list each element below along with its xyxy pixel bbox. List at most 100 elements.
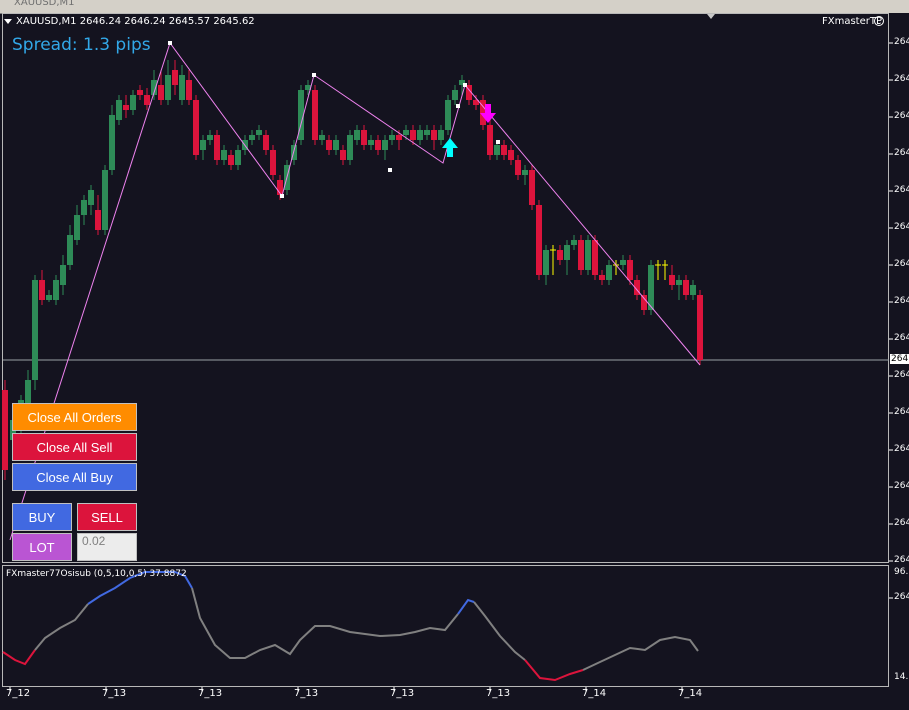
candle-body	[214, 135, 220, 160]
candle-body	[697, 295, 703, 360]
candle-body	[172, 70, 178, 85]
candle-body	[326, 140, 332, 150]
candle-body	[536, 205, 542, 275]
candle-body	[452, 90, 458, 100]
chart-shift-icon[interactable]	[707, 14, 715, 19]
time-tick-label: 7_13	[294, 688, 319, 699]
candle-body	[690, 285, 696, 295]
chart-menu-icon[interactable]	[4, 19, 12, 24]
candle-body	[459, 80, 465, 85]
candle-body	[473, 100, 479, 105]
price-tick-label: 264	[894, 74, 909, 84]
candle-body	[298, 90, 304, 140]
candle-body	[151, 80, 157, 95]
fractal-marker	[496, 140, 500, 144]
price-tick-label: 264	[894, 555, 909, 565]
candle-body	[445, 100, 451, 130]
indicator-line	[34, 603, 89, 651]
candle-body	[466, 85, 472, 100]
candle-body	[235, 150, 241, 165]
candle-body	[571, 240, 577, 245]
fractal-marker	[168, 41, 172, 45]
indicator-label: FXmaster77Osisub (0,5,10,0,5) 37.8872	[6, 569, 187, 579]
time-tick-label: 7_12	[6, 688, 31, 699]
fractal-marker	[456, 104, 460, 108]
price-tick-label: 264	[894, 148, 909, 158]
lot-input-value: 0.02	[82, 534, 106, 548]
time-axis[interactable]	[0, 687, 909, 710]
candle-body	[186, 80, 192, 100]
indicator-line	[473, 601, 526, 661]
candle-body	[137, 90, 143, 95]
lot-button[interactable]: LOT	[12, 533, 72, 561]
candle-body	[165, 75, 171, 100]
indicator-line	[191, 587, 459, 659]
candle-body	[494, 145, 500, 155]
candle-body	[340, 150, 346, 160]
candle-body	[263, 135, 269, 150]
price-tick-label: 264	[894, 111, 909, 121]
candle-body	[368, 140, 374, 145]
time-tick-label: 7_14	[678, 688, 703, 699]
candle-body	[543, 250, 549, 275]
indicator-line	[87, 571, 186, 605]
candle-body	[683, 280, 689, 295]
price-axis[interactable]	[889, 13, 909, 688]
candle-body	[32, 280, 38, 380]
candle-body	[515, 160, 521, 175]
candle-body	[417, 130, 423, 140]
price-tick-label: 264	[894, 333, 909, 343]
indicator-axis-bottom: 14.	[894, 672, 909, 682]
lot-input[interactable]: 0.02	[77, 533, 137, 561]
candle-body	[193, 100, 199, 155]
candle-body	[487, 125, 493, 155]
close-all-sell-button[interactable]: Close All Sell	[12, 433, 137, 461]
candle-body	[81, 200, 87, 215]
candle-body	[396, 135, 402, 140]
indicator-panel[interactable]	[2, 565, 889, 687]
candle-body	[620, 260, 626, 265]
price-tick-label: 264	[894, 518, 909, 528]
spread-label: Spread: 1.3 pips	[12, 35, 151, 55]
price-tick-label: 264	[894, 259, 909, 269]
candle-body	[333, 140, 339, 150]
sell-button[interactable]: SELL	[77, 503, 137, 531]
candle-body	[354, 130, 360, 140]
current-price-label: 264	[890, 354, 909, 364]
candle-body	[361, 130, 367, 145]
candle-body	[676, 280, 682, 285]
candle-body	[95, 210, 101, 230]
time-tick-label: 7_13	[198, 688, 223, 699]
candle-body	[256, 130, 262, 135]
indicator-line	[2, 649, 36, 666]
candle-body	[53, 280, 59, 300]
close-all-orders-button[interactable]: Close All Orders	[12, 403, 137, 431]
close-all-buy-button[interactable]: Close All Buy	[12, 463, 137, 491]
candle-body	[123, 105, 129, 110]
candle-body	[564, 245, 570, 260]
candle-body	[60, 265, 66, 285]
expert-smile-icon	[874, 16, 884, 26]
price-tick-label: 264	[894, 37, 909, 47]
candle-body	[25, 380, 31, 410]
price-tick-label: 264	[894, 592, 909, 602]
brand-label: FXmasterTP	[822, 16, 883, 27]
time-tick-label: 7_13	[390, 688, 415, 699]
candle-body	[277, 180, 283, 195]
candle-body	[501, 145, 507, 155]
indicator-line	[184, 575, 193, 589]
candle-body	[270, 150, 276, 175]
candle-body	[508, 150, 514, 160]
candle-body	[2, 390, 8, 470]
candle-body	[648, 265, 654, 310]
time-tick-label: 7_13	[102, 688, 127, 699]
candle-body	[88, 190, 94, 205]
candle-body	[116, 100, 122, 120]
buy-button[interactable]: BUY	[12, 503, 72, 531]
candle-body	[305, 85, 311, 90]
indicator-line	[457, 598, 475, 615]
candle-body	[403, 130, 409, 135]
candle-body	[312, 90, 318, 140]
candle-body	[130, 95, 136, 110]
